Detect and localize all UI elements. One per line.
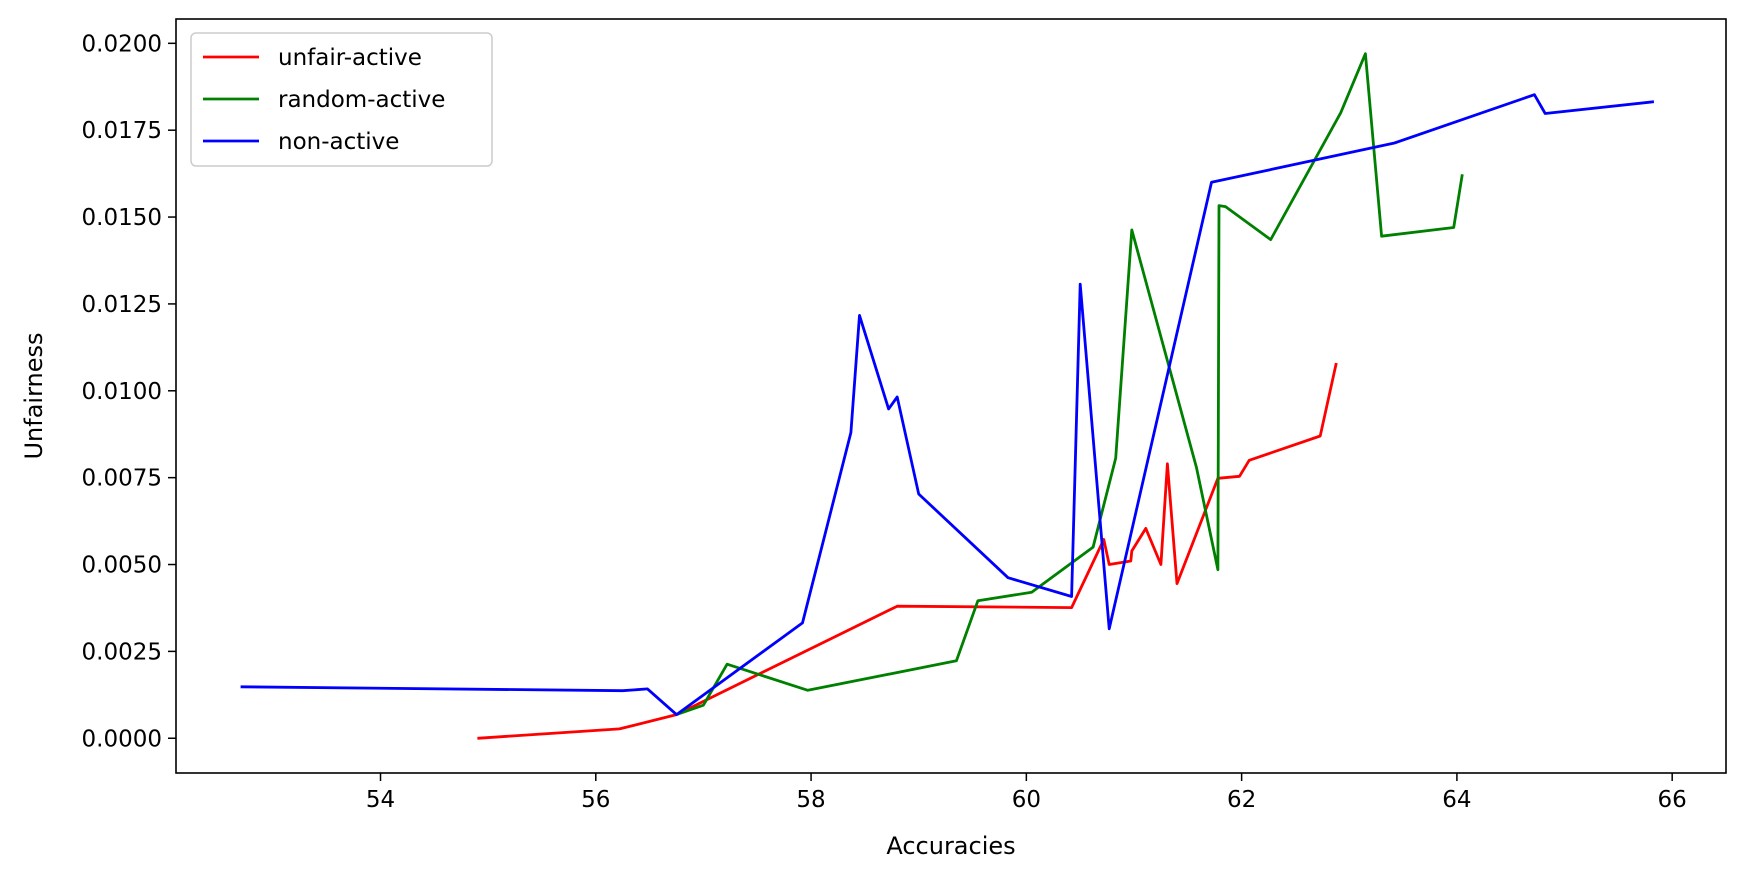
legend-label-non-active: non-active [278,129,399,155]
y-axis: 0.0000 0.0025 0.0050 0.0075 0.0100 0.0125 0.01… [82,31,176,752]
x-axis-label: Accuracies [886,832,1015,860]
x-tick-label: 60 [1012,787,1041,813]
y-tick-label: 0.0075 [82,466,162,492]
plot-frame [175,18,1727,774]
x-tick-label: 66 [1658,787,1687,813]
y-tick-label: 0.0150 [82,205,162,231]
series-line-random-active [676,52,1464,716]
series-line-non-active [240,93,1655,716]
x-tick-label: 64 [1442,787,1471,813]
y-tick-label: 0.0200 [82,31,162,57]
legend: unfair-active random-active non-active [190,32,493,167]
y-axis-label: Unfairness [20,332,48,459]
x-axis: 54 56 58 60 62 64 66 [366,773,1687,813]
legend-label-random-active: random-active [278,87,445,113]
x-tick-label: 62 [1227,787,1256,813]
y-tick-label: 0.0175 [82,118,162,144]
legend-box [190,32,493,167]
x-tick-label: 58 [796,787,825,813]
y-tick-label: 0.0025 [82,639,162,665]
y-tick-label: 0.0100 [82,379,162,405]
x-tick-label: 56 [581,787,610,813]
series-layer [240,52,1655,740]
y-tick-label: 0.0050 [82,553,162,579]
series-line-unfair-active [477,362,1338,740]
y-tick-label: 0.0125 [82,292,162,318]
x-tick-label: 54 [366,787,395,813]
y-tick-label: 0.0000 [82,726,162,752]
legend-label-unfair-active: unfair-active [278,45,422,71]
